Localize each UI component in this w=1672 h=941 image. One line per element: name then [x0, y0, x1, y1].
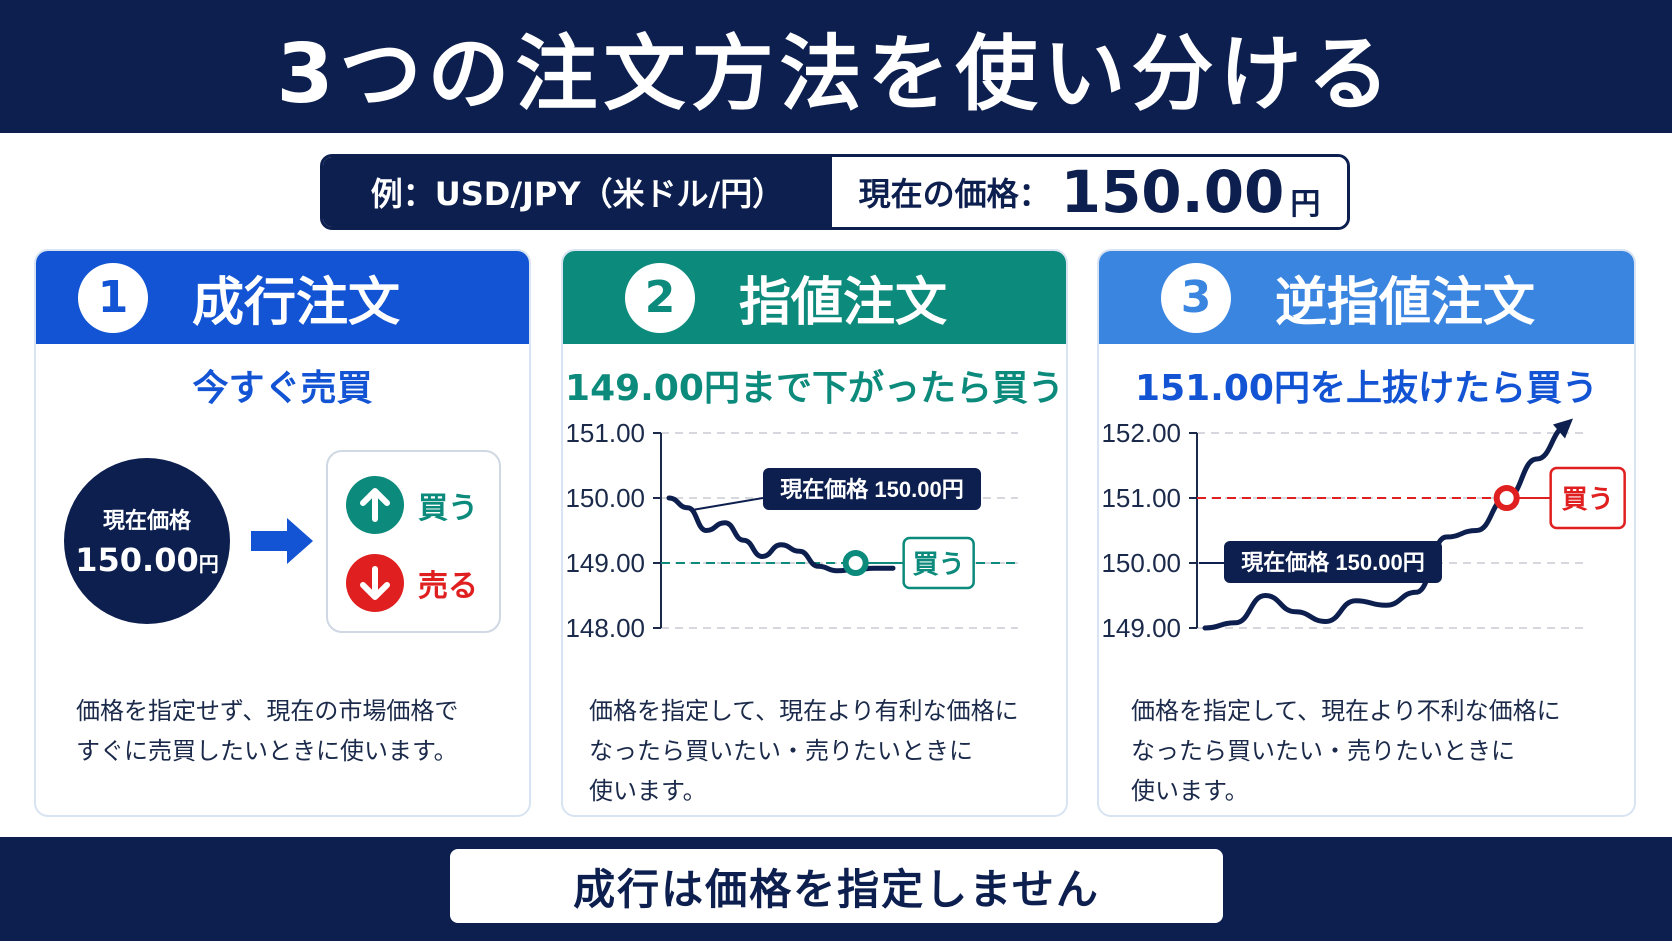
- sell-option: 売る: [346, 554, 478, 612]
- card-number: 2: [625, 262, 695, 333]
- y-tick-label: 151.00: [1101, 483, 1181, 513]
- buy-tag: [1549, 466, 1626, 530]
- buy-tag: [902, 536, 975, 590]
- card-header: 2 指値注文: [563, 251, 1066, 344]
- y-tick-label: 148.00: [565, 613, 645, 641]
- card-limit-order: 2 指値注文 149.00円まで下がったら買う 151.00 150.00 149.…: [561, 249, 1068, 817]
- card-title: 成行注文: [192, 273, 401, 333]
- current-price: 現在の価格： 150.00 円: [832, 157, 1347, 227]
- tag-pointer: [693, 497, 764, 511]
- arrow-right-icon: [251, 518, 313, 564]
- circle-value: 150.00円: [75, 541, 219, 579]
- card-subtitle: 149.00円まで下がったら買う: [565, 368, 1064, 409]
- y-tick-label: 152.00: [1101, 418, 1181, 448]
- card-market-order: 1 成行注文 今すぐ売買 現在価格 150.00円 買う 売る 価格を指定せず、…: [34, 249, 531, 817]
- card-title: 指値注文: [739, 273, 948, 333]
- current-price-tag: [1224, 541, 1442, 583]
- pair-example: 例：USD/JPY（米ドル/円）: [323, 157, 832, 227]
- target-marker: [1493, 485, 1520, 511]
- card-title: 逆指値注文: [1275, 273, 1536, 333]
- card-stop-order: 3 逆指値注文 151.00円を上抜けたら買う 152.00 151.00 150.…: [1097, 249, 1636, 817]
- page-title: 3つの注文方法を使い分ける: [0, 0, 1672, 133]
- card-number: 3: [1161, 262, 1231, 333]
- card-description: 価格を指定して、現在より有利な価格に なったら買いたい・売りたいときに 使います…: [589, 697, 1019, 805]
- card-number: 1: [78, 262, 148, 333]
- card-subtitle: 今すぐ売買: [192, 368, 373, 409]
- buy-sell-box: 買う 売る: [326, 450, 501, 633]
- footer-message: 成行は価格を指定しません: [450, 849, 1223, 923]
- current-price-tag-label: 現在価格 150.00円: [780, 477, 963, 502]
- buy-tag-label: 買う: [913, 549, 965, 579]
- card-header: 3 逆指値注文: [1099, 251, 1634, 344]
- card-description: 価格を指定して、現在より不利な価格に なったら買いたい・売りたいときに 使います…: [1131, 697, 1561, 805]
- current-price-unit: 円: [1290, 187, 1321, 222]
- card-header: 1 成行注文: [36, 251, 529, 344]
- arrow-head-icon: [1553, 418, 1573, 439]
- target-marker: [842, 550, 869, 576]
- current-price-value: 150.00: [1060, 158, 1285, 226]
- y-tick-label: 149.00: [1101, 613, 1181, 641]
- buy-tag-label: 買う: [1562, 484, 1614, 514]
- arrow-up-icon: [346, 476, 404, 534]
- y-tick-label: 150.00: [565, 483, 645, 513]
- arrow-down-icon: [346, 554, 404, 612]
- y-tick-label: 149.00: [565, 548, 645, 578]
- y-tick-label: 150.00: [1101, 548, 1181, 578]
- card-description: 価格を指定せず、現在の市場価格で すぐに売買したいときに使います。: [76, 697, 459, 765]
- buy-option: 買う: [346, 476, 478, 534]
- current-price-tag: [763, 468, 981, 510]
- stop-order-chart: 152.00 151.00 150.00 149.00 現在価格 150.00円 買う: [1101, 418, 1626, 641]
- price-line: [1202, 424, 1570, 631]
- footer-bar: 成行は価格を指定しません: [0, 837, 1672, 941]
- current-price-tag-label: 現在価格 150.00円: [1241, 550, 1424, 575]
- y-tick-label: 151.00: [565, 418, 645, 448]
- current-price-circle: 現在価格 150.00円: [64, 458, 230, 624]
- current-price-label: 現在の価格：: [858, 175, 1051, 213]
- circle-label: 現在価格: [102, 509, 191, 534]
- price-bar: 例：USD/JPY（米ドル/円） 現在の価格： 150.00 円: [320, 154, 1350, 230]
- card-subtitle: 151.00円を上抜けたら買う: [1135, 368, 1598, 409]
